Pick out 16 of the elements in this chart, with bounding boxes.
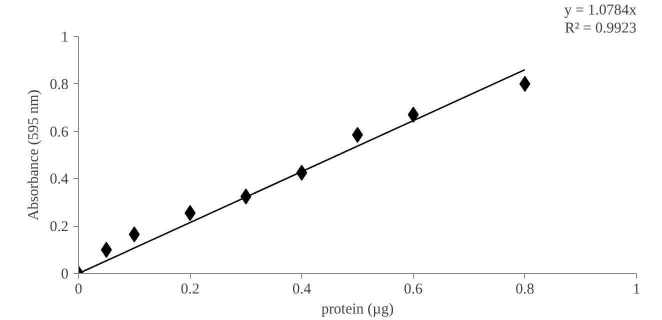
annotation: R² = 0.9923 xyxy=(564,20,637,36)
y-tick-label: 0.6 xyxy=(50,124,69,140)
y-tick-label: 1 xyxy=(61,30,68,46)
x-axis-title: protein (µg) xyxy=(321,302,394,318)
y-tick-label: 0 xyxy=(61,266,68,282)
x-tick-label: 0.4 xyxy=(292,282,312,298)
y-axis-title: Absorbance (595 nm) xyxy=(26,90,42,220)
x-tick-label: 0.8 xyxy=(516,282,534,298)
x-tick-label: 0.2 xyxy=(180,282,200,298)
x-tick-label: 0.6 xyxy=(404,282,424,298)
y-tick-label: 0.2 xyxy=(50,219,68,236)
y-tick-label: 0.4 xyxy=(50,172,69,188)
text: y = 1.0784x xyxy=(564,2,637,18)
x-tick-label: 1 xyxy=(632,282,640,298)
x-tick-label: 0 xyxy=(74,282,82,298)
y-tick-label: 0.8 xyxy=(50,76,68,93)
